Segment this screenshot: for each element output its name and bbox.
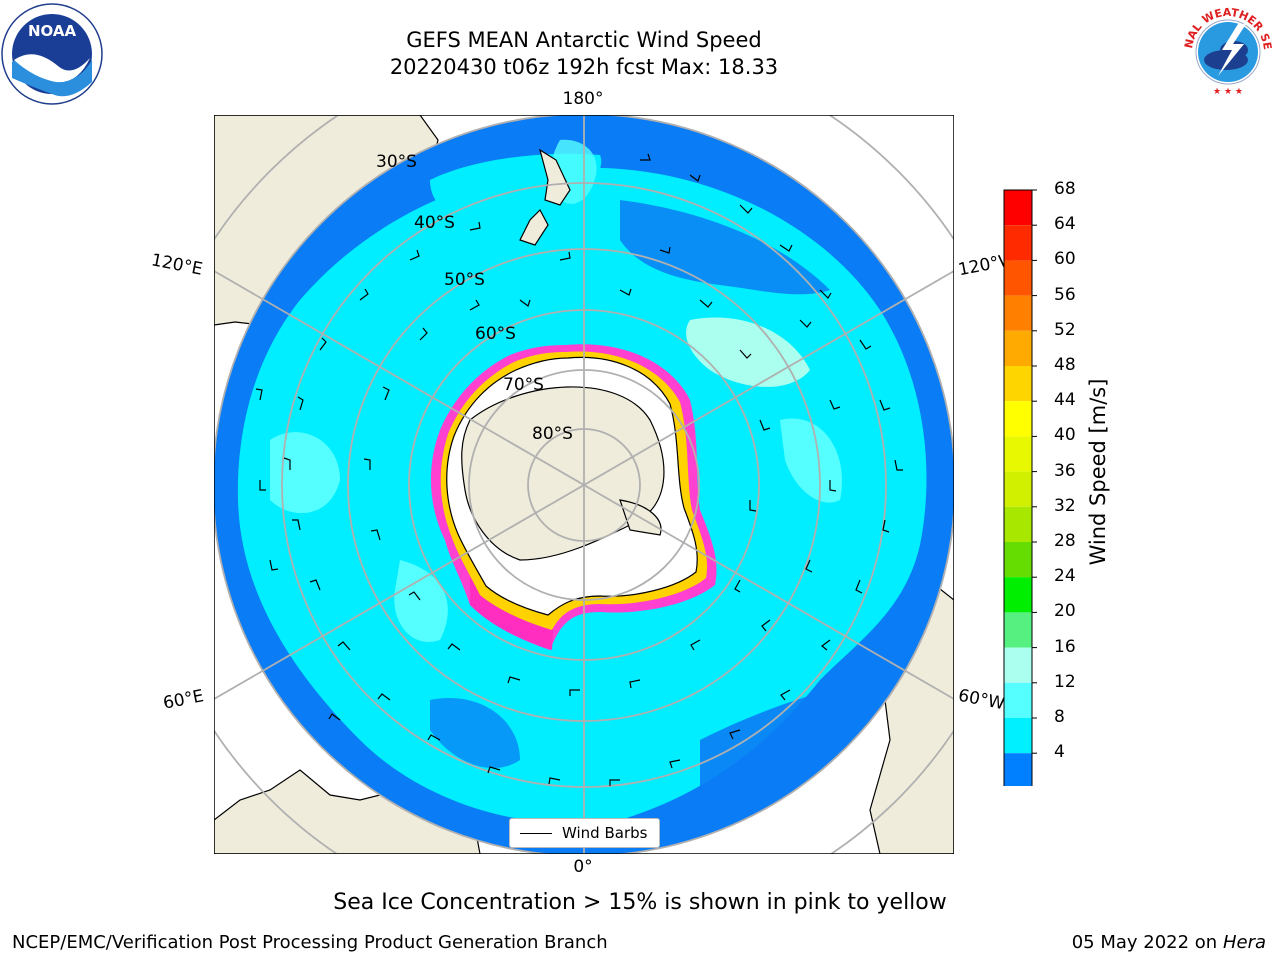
colorbar-segment [1004,330,1032,366]
credit-text: NCEP/EMC/Verification Post Processing Pr… [12,932,608,953]
colorbar-segment [1004,682,1032,718]
colorbar-tick-label: 12 [1054,671,1076,692]
sea-ice-caption: Sea Ice Concentration > 15% is shown in … [333,890,947,915]
colorbar-tick-label: 56 [1054,284,1076,305]
lat-label-60s: 60°S [475,324,516,344]
colorbar-tick-label: 28 [1054,531,1076,551]
colorbar-tick-label: 32 [1054,495,1076,516]
lon-label-0: 0° [573,857,593,877]
colorbar-segment [1004,260,1032,296]
colorbar-tick-label: 16 [1054,636,1076,657]
colorbar-tick-label: 60 [1054,249,1076,270]
colorbar-segment [1004,647,1032,683]
lat-label-80s: 80°S [532,424,573,444]
wind-barbs-legend: Wind Barbs [509,818,660,848]
chart-subtitle: 20220430 t06z 192h fcst Max: 18.33 [389,55,779,79]
colorbar-segment [1004,225,1032,261]
legend-label: Wind Barbs [562,824,648,842]
new-zealand-land [519,148,571,246]
lat-label-30s: 30°S [376,152,417,172]
noaa-logo-icon: NOAA [1,3,103,105]
graticule [214,115,954,854]
svg-text:NOAA: NOAA [28,22,77,40]
wind-speed-colorbar [1003,189,1037,786]
colorbar-segment [1004,366,1032,402]
colorbar-tick-label: 40 [1054,425,1076,446]
colorbar-tick-label: 48 [1054,355,1076,375]
lon-label-180: 180° [562,89,604,109]
colorbar-tick-label: 24 [1054,566,1076,587]
lat-label-40s: 40°S [414,213,455,233]
colorbar-tick-label: 20 [1054,601,1076,622]
nws-logo-icon: NATIONAL WEATHER SERVICE ★ ★ ★ [1178,2,1276,100]
colorbar-frame [1003,189,1033,786]
colorbar-segment [1004,542,1032,578]
colorbar-tick-label: 8 [1054,707,1065,727]
colorbar-segment [1004,506,1032,542]
antarctica-land [446,356,698,616]
colorbar-segment [1004,577,1032,613]
colorbar-label: Wind Speed [m/s] [1086,378,1110,566]
colorbar-tick-label: 64 [1054,214,1076,235]
colorbar-segment [1004,190,1032,226]
date-text: 05 May 2022 on Hera [1071,932,1266,953]
chart-title: GEFS MEAN Antarctic Wind Speed [406,28,762,52]
colorbar-tick-label: 44 [1054,390,1076,411]
colorbar-tick-label: 68 [1054,179,1076,199]
colorbar-tick-label: 36 [1054,460,1076,481]
wind-barbs [255,153,903,786]
colorbar-segment [1004,718,1032,754]
colorbar-tick-label: 52 [1054,319,1076,340]
legend-line-icon [520,832,552,834]
svg-text:★ ★ ★: ★ ★ ★ [1213,87,1243,97]
colorbar-tick-label: 4 [1054,742,1065,763]
colorbar-segment [1004,436,1032,472]
colorbar-segment [1004,295,1032,331]
colorbar-segment [1004,401,1032,437]
lat-label-70s: 70°S [503,375,544,395]
lat-label-50s: 50°S [444,270,485,290]
colorbar-segment [1004,753,1032,786]
host-name: Hera [1222,932,1266,953]
colorbar-segment [1004,612,1032,648]
colorbar-segment [1004,471,1032,507]
